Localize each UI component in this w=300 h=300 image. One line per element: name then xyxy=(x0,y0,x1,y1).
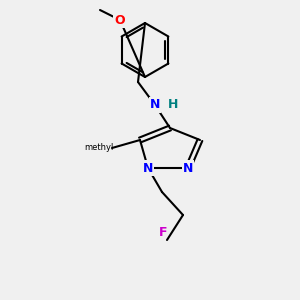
Text: N: N xyxy=(183,161,193,175)
Text: O: O xyxy=(115,14,125,26)
Text: methyl: methyl xyxy=(85,143,114,152)
Text: N: N xyxy=(143,161,153,175)
Text: H: H xyxy=(168,98,178,112)
Text: N: N xyxy=(150,98,160,112)
Text: F: F xyxy=(159,226,167,239)
